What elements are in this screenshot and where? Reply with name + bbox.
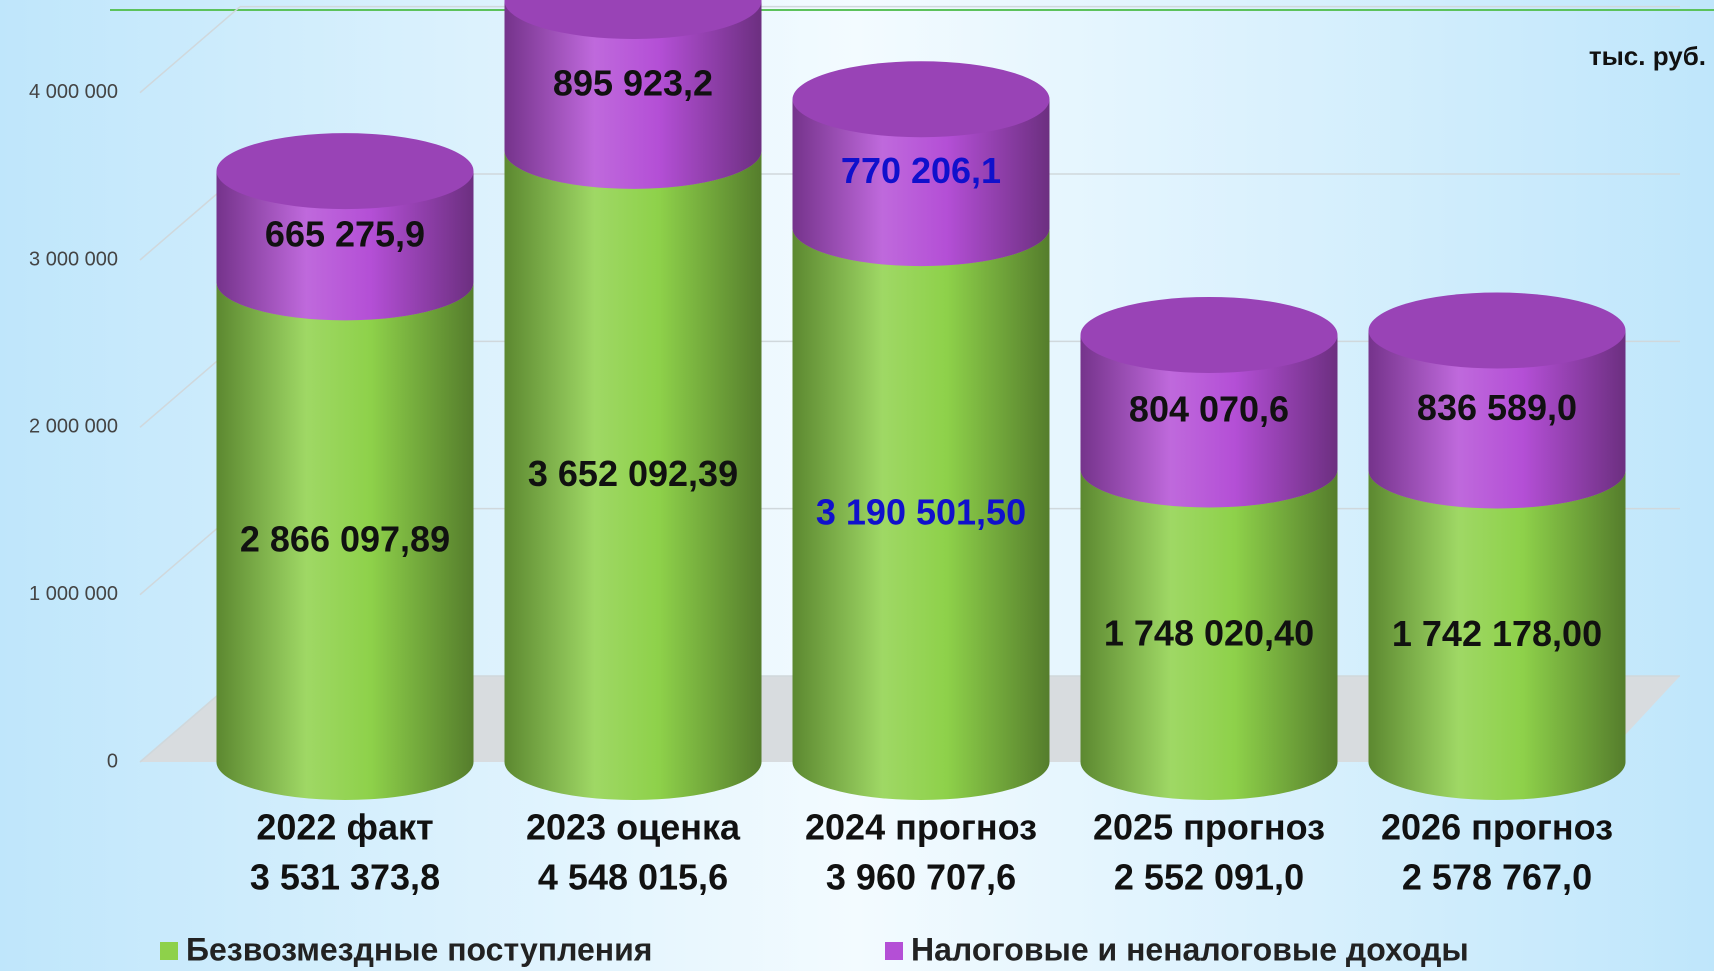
value-label: 770 206,1 [841, 150, 1001, 191]
category-total: 3 960 707,6 [826, 857, 1016, 898]
value-label: 895 923,2 [553, 62, 713, 103]
y-tick-label: 0 [107, 750, 118, 772]
y-tick-label: 4 000 000 [29, 81, 118, 103]
value-label: 836 589,0 [1417, 387, 1577, 428]
x-tick-label: 2023 оценка [526, 807, 741, 848]
value-label: 665 275,9 [265, 213, 425, 254]
value-label: 1 748 020,40 [1104, 612, 1314, 653]
value-label: 3 190 501,50 [816, 492, 1026, 533]
value-label: 804 070,6 [1129, 389, 1289, 430]
bar-segment [504, 150, 762, 763]
unit-label: тыс. руб. [1589, 41, 1706, 71]
x-tick-label: 2022 факт [256, 807, 433, 848]
value-label: 2 866 097,89 [240, 519, 450, 560]
category-total: 3 531 373,8 [250, 857, 440, 898]
cylinder-top [216, 133, 474, 210]
category-total: 2 552 091,0 [1114, 857, 1304, 898]
category-total: 4 548 015,6 [538, 857, 728, 898]
cylinder-top [1080, 296, 1338, 373]
x-tick-label: 2024 прогноз [805, 807, 1037, 848]
bar-segment [1080, 469, 1338, 762]
x-tick-label: 2025 прогноз [1093, 807, 1325, 848]
legend-swatch [160, 942, 178, 960]
category-total: 2 578 767,0 [1402, 857, 1592, 898]
legend-label: Налоговые и неналоговые доходы [911, 931, 1469, 967]
value-label: 3 652 092,39 [528, 453, 738, 494]
value-label: 1 742 178,00 [1392, 613, 1602, 654]
bar-segment [792, 228, 1050, 762]
legend-label: Безвозмездные поступления [186, 931, 652, 967]
cylinder-top [1368, 292, 1626, 369]
y-tick-label: 3 000 000 [29, 248, 118, 270]
grid-line [139, 6, 241, 94]
y-tick-label: 2 000 000 [29, 416, 118, 438]
x-tick-label: 2026 прогноз [1381, 807, 1613, 848]
legend-swatch [885, 942, 903, 960]
cylinder-top [792, 61, 1050, 138]
cylinder-top [504, 0, 762, 39]
bar-segment [216, 282, 474, 762]
bar-segment [1368, 470, 1626, 762]
y-tick-label: 1 000 000 [29, 583, 118, 605]
